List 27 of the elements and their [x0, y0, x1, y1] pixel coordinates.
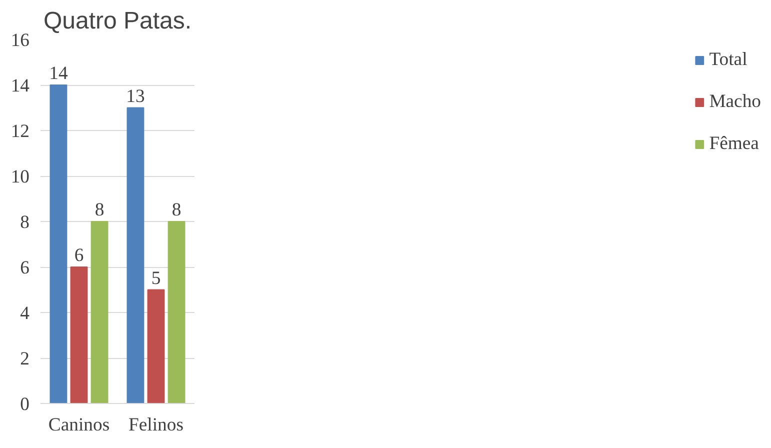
bar [147, 289, 165, 404]
data-label: 8 [94, 200, 104, 220]
y-tick-label: 10 [10, 166, 30, 188]
data-label: 8 [172, 200, 182, 220]
y-tick-label: 2 [20, 348, 30, 370]
data-label: 14 [49, 63, 68, 84]
data-label: 6 [74, 245, 84, 266]
y-tick-label: 14 [10, 76, 30, 96]
y-tick-label: 6 [20, 258, 30, 278]
x-tick-label: Felinos [128, 414, 184, 436]
data-label: 5 [151, 268, 161, 289]
bar [168, 221, 186, 404]
legend-label: Macho [709, 91, 761, 113]
x-tick-label: Caninos [48, 414, 110, 436]
chart-title: Quatro Patas. [43, 8, 192, 34]
data-label: 13 [126, 86, 145, 107]
bar [50, 84, 68, 404]
y-tick-label: 16 [10, 30, 30, 51]
y-tick-label: 4 [20, 303, 30, 324]
legend-label: Total [709, 49, 748, 71]
bar [126, 107, 144, 404]
y-tick-label: 8 [20, 212, 30, 233]
legend-label: Fêmea [709, 133, 759, 155]
y-tick-label: 0 [20, 394, 30, 415]
bar [70, 266, 88, 404]
y-tick-label: 12 [10, 121, 30, 142]
bar [90, 221, 108, 404]
